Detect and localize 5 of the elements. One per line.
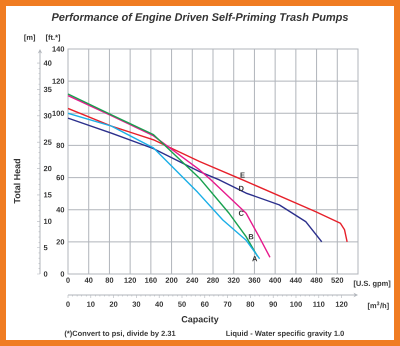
line-series: [67, 117, 322, 243]
line-series: [67, 108, 348, 243]
text: Capacity: [182, 316, 219, 324]
text: Total Head: [14, 159, 20, 204]
chart-title: Performance of Engine Driven Self-Priming Trash Pumps: [52, 12, 348, 24]
